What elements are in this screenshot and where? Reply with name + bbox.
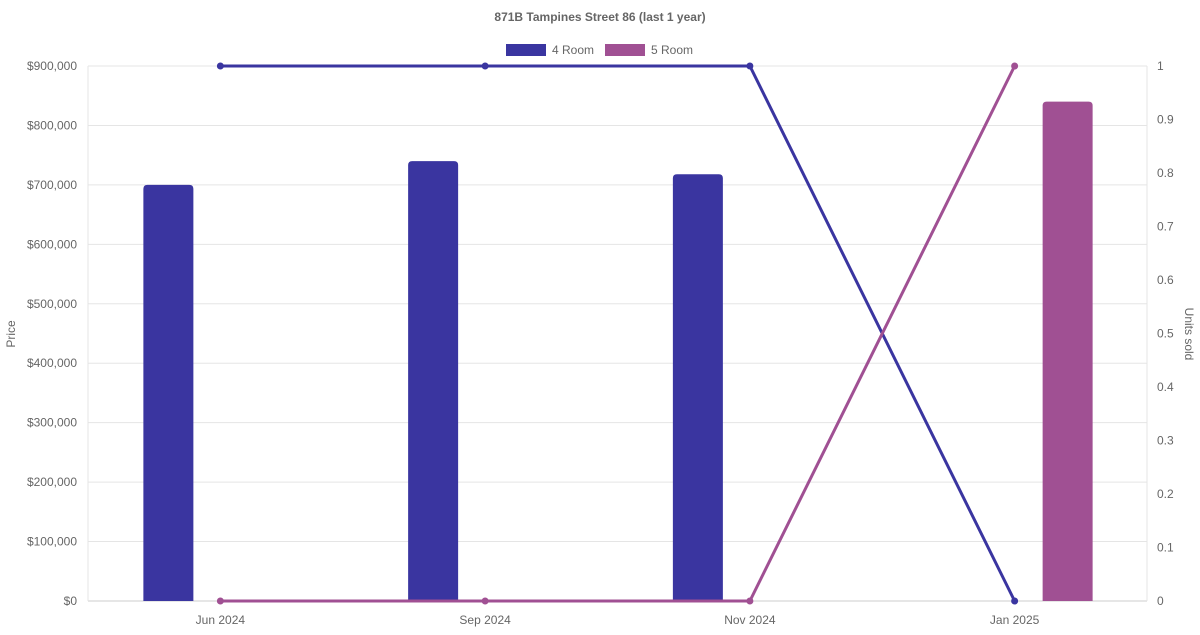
point bbox=[1011, 597, 1019, 605]
lines bbox=[216, 62, 1019, 605]
point bbox=[481, 597, 489, 605]
line-4-room bbox=[220, 64, 1016, 602]
y-tick-label: $100,000 bbox=[27, 535, 77, 549]
y2-tick-label: 0.8 bbox=[1157, 166, 1174, 180]
point bbox=[746, 597, 754, 605]
y-tick-label: $700,000 bbox=[27, 178, 77, 192]
y-tick-label: $0 bbox=[64, 594, 78, 608]
x-tick-label: Nov 2024 bbox=[724, 613, 776, 627]
y-tick-label: $300,000 bbox=[27, 416, 77, 430]
bar-4-room bbox=[672, 174, 723, 601]
bar-4-room bbox=[143, 184, 194, 601]
y2-tick-label: 0.4 bbox=[1157, 380, 1174, 394]
x-tick-label: Jan 2025 bbox=[990, 613, 1040, 627]
legend-swatch bbox=[605, 44, 645, 56]
y2-tick-label: 0.2 bbox=[1157, 487, 1174, 501]
x-tick-label: Jun 2024 bbox=[196, 613, 246, 627]
y-tick-label: $200,000 bbox=[27, 475, 77, 489]
bars bbox=[143, 101, 1093, 602]
point bbox=[1011, 62, 1019, 70]
point bbox=[481, 62, 489, 70]
point bbox=[746, 62, 754, 70]
y-tick-label: $600,000 bbox=[27, 237, 77, 251]
y2-tick-label: 0.1 bbox=[1157, 541, 1174, 555]
legend-label: 5 Room bbox=[651, 43, 693, 57]
point bbox=[216, 597, 224, 605]
y-axis-label: Price bbox=[4, 320, 18, 348]
chart-title: 871B Tampines Street 86 (last 1 year) bbox=[494, 10, 705, 24]
y-tick-label: $500,000 bbox=[27, 297, 77, 311]
y-tick-label: $900,000 bbox=[27, 59, 77, 73]
y2-tick-label: 1 bbox=[1157, 59, 1164, 73]
grid: $0 $100,000 $200,000 $300,000 $400,000 $500,0… bbox=[27, 59, 1174, 627]
point bbox=[216, 62, 224, 70]
bar-4-room bbox=[408, 161, 459, 601]
legend-swatch bbox=[506, 44, 546, 56]
y2-tick-label: 0 bbox=[1157, 594, 1164, 608]
y2-axis-label: Units sold bbox=[1182, 308, 1196, 361]
y2-tick-label: 0.5 bbox=[1157, 327, 1174, 341]
y2-tick-label: 0.9 bbox=[1157, 113, 1174, 127]
x-tick-label: Sep 2024 bbox=[459, 613, 511, 627]
line-5-room bbox=[220, 65, 1016, 603]
legend-label: 4 Room bbox=[552, 43, 594, 57]
y-tick-label: $400,000 bbox=[27, 356, 77, 370]
y2-tick-label: 0.6 bbox=[1157, 273, 1174, 287]
legend: 4 Room 5 Room bbox=[506, 43, 693, 57]
y2-tick-label: 0.3 bbox=[1157, 434, 1174, 448]
bar-5-room bbox=[1042, 101, 1093, 602]
y-tick-label: $800,000 bbox=[27, 118, 77, 132]
y2-tick-label: 0.7 bbox=[1157, 220, 1174, 234]
